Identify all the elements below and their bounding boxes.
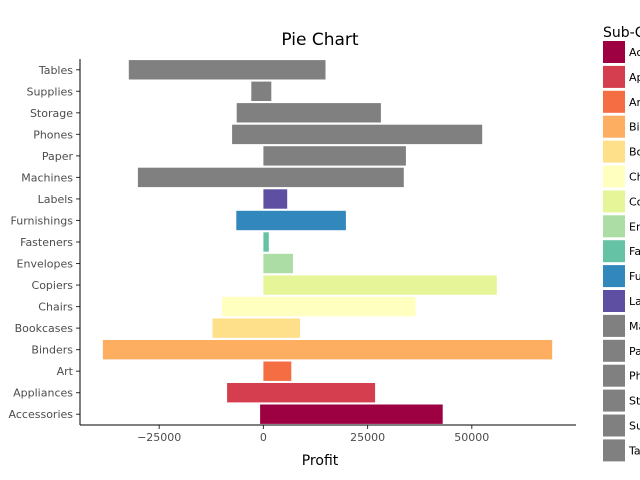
bar-bookcases <box>212 318 300 338</box>
x-tick-label: 25000 <box>350 431 385 444</box>
legend-label-phones: Phones <box>629 370 640 383</box>
legend-label-machines: Machines <box>629 320 640 333</box>
y-tick-label-machines: Machines <box>21 171 73 184</box>
y-tick-label-storage: Storage <box>30 107 73 120</box>
chart-title: Pie Chart <box>281 30 359 50</box>
legend-key-tables <box>603 439 625 462</box>
legend-key-machines <box>603 314 625 337</box>
y-tick-label-envelopes: Envelopes <box>17 258 74 271</box>
y-tick-label-bookcases: Bookcases <box>15 322 74 335</box>
legend-label-envelopes: Envelopes <box>629 220 640 233</box>
bar-furnishings <box>236 210 346 231</box>
legend-title: Sub-Category <box>603 25 640 41</box>
legend-label-copiers: Copiers <box>629 195 640 208</box>
x-axis-ticks: −25000 0 25000 50000 <box>137 425 489 444</box>
legend-label-chairs: Chairs <box>629 171 640 184</box>
legend-key-fasteners <box>603 240 625 263</box>
legend: Accessories Appliances Art Binders Bookcases… <box>603 41 640 462</box>
y-tick-label-chairs: Chairs <box>38 301 73 314</box>
bar-copiers <box>263 275 497 295</box>
legend-key-appliances <box>603 65 625 88</box>
y-tick-label-appliances: Appliances <box>13 387 73 400</box>
legend-key-labels <box>603 290 625 312</box>
bar-machines <box>137 167 404 188</box>
legend-key-chairs <box>603 165 625 188</box>
bars-group <box>102 60 553 424</box>
y-tick-label-copiers: Copiers <box>32 279 74 292</box>
bar-tables <box>128 60 326 80</box>
bar-chairs <box>222 296 416 317</box>
bar-supplies <box>251 81 272 101</box>
legend-key-binders <box>603 115 625 138</box>
legend-key-accessories <box>603 41 625 63</box>
bar-storage <box>236 103 381 123</box>
legend-label-art: Art <box>629 96 640 109</box>
y-axis-ticks: Accessories Appliances Art Binders Bookcases… <box>9 64 80 421</box>
legend-key-paper <box>603 339 625 362</box>
legend-label-tables: Tables <box>628 444 640 457</box>
bar-envelopes <box>263 253 293 274</box>
bar-binders <box>102 340 553 360</box>
legend-label-labels: Labels <box>629 295 640 308</box>
y-tick-label-art: Art <box>57 365 74 378</box>
bar-paper <box>263 146 406 166</box>
legend-key-copiers <box>603 190 625 213</box>
x-axis-label: Profit <box>302 453 339 469</box>
legend-key-storage <box>603 389 625 412</box>
legend-label-appliances: Appliances <box>629 71 640 84</box>
legend-key-bookcases <box>603 140 625 163</box>
legend-label-accessories: Accessories <box>629 46 640 59</box>
y-tick-label-binders: Binders <box>31 344 73 357</box>
legend-key-supplies <box>603 414 625 437</box>
x-tick-label: 50000 <box>454 431 489 444</box>
x-tick-label: 0 <box>260 431 267 444</box>
legend-label-fasteners: Fasteners <box>629 245 640 258</box>
x-tick-label: −25000 <box>137 431 181 444</box>
legend-key-envelopes <box>603 215 625 238</box>
bar-phones <box>232 124 483 145</box>
legend-key-phones <box>603 364 625 387</box>
y-tick-label-tables: Tables <box>38 64 73 77</box>
y-tick-label-accessories: Accessories <box>9 408 74 421</box>
legend-label-bookcases: Bookcases <box>629 146 640 159</box>
y-tick-label-fasteners: Fasteners <box>20 236 73 249</box>
legend-key-furnishings <box>603 265 625 288</box>
bar-accessories <box>260 404 443 424</box>
y-tick-label-phones: Phones <box>33 128 73 141</box>
legend-label-binders: Binders <box>629 121 640 134</box>
legend-label-furnishings: Furnishings <box>629 270 640 283</box>
bar-labels <box>263 189 288 209</box>
legend-label-paper: Paper <box>629 345 640 358</box>
legend-label-supplies: Supplies <box>629 420 640 433</box>
y-tick-label-furnishings: Furnishings <box>11 214 74 227</box>
bar-appliances <box>227 383 376 403</box>
y-tick-label-paper: Paper <box>42 150 74 163</box>
bar-art <box>263 361 292 381</box>
y-tick-label-supplies: Supplies <box>26 85 73 98</box>
y-tick-label-labels: Labels <box>38 193 74 206</box>
legend-label-storage: Storage <box>629 395 640 408</box>
bar-fasteners <box>263 232 269 252</box>
legend-key-art <box>603 90 625 113</box>
